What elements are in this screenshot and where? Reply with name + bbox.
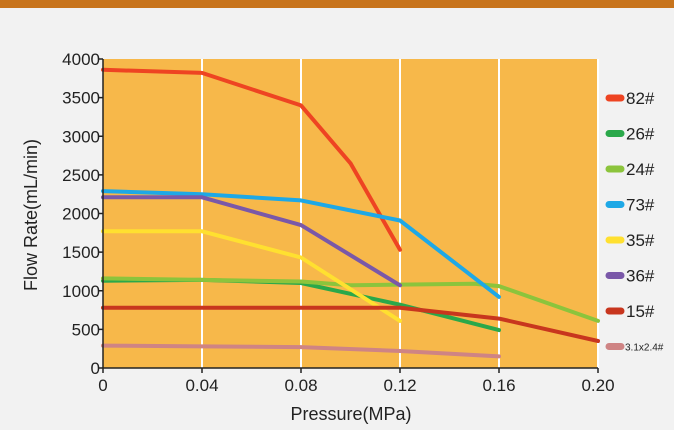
x-tick-label: 0.04 xyxy=(185,376,218,395)
legend-label: 15# xyxy=(626,302,655,321)
x-tick-label: 0.08 xyxy=(284,376,317,395)
y-tick-label: 500 xyxy=(72,320,100,339)
top-bar xyxy=(0,0,674,8)
y-tick-label: 1500 xyxy=(62,243,100,262)
x-axis-ticks: 0 0.04 0.08 0.12 0.16 0.20 xyxy=(98,368,615,395)
grid-lines xyxy=(201,59,599,368)
series-line-73 xyxy=(101,189,501,299)
x-tick-label: 0.12 xyxy=(383,376,416,395)
legend-item: 35# xyxy=(605,231,655,250)
plot-area xyxy=(103,59,598,368)
y-axis-title: Flow Rate(mL/min) xyxy=(21,139,41,291)
legend-item: 15# xyxy=(605,302,655,321)
x-axis-title: Pressure(MPa) xyxy=(290,404,411,424)
y-tick-label: 1000 xyxy=(62,282,100,301)
y-axis-ticks: 0 500 1000 1500 2000 2500 3000 3500 4000 xyxy=(62,50,103,378)
legend-item: 3.1x2.4# xyxy=(605,343,664,354)
series-line-15 xyxy=(101,305,600,343)
series-line-35 xyxy=(101,229,402,323)
legend: 82# 26# 24# 73# 35# 36# 15# 3.1x2.4# xyxy=(605,89,664,354)
series-line-82 xyxy=(101,67,402,252)
legend-label: 24# xyxy=(626,160,655,179)
legend-label: 82# xyxy=(626,89,655,108)
y-tick-label: 3000 xyxy=(62,127,100,146)
series-layer xyxy=(101,67,600,359)
y-tick-label: 4000 xyxy=(62,50,100,69)
x-tick-label: 0 xyxy=(98,376,107,395)
x-tick-label: 0.16 xyxy=(482,376,515,395)
legend-label: 26# xyxy=(626,125,655,144)
legend-item: 36# xyxy=(605,267,655,286)
legend-item: 73# xyxy=(605,196,655,215)
legend-label: 3.1x2.4# xyxy=(625,343,664,354)
legend-label: 35# xyxy=(626,231,655,250)
legend-item: 24# xyxy=(605,160,655,179)
series-line-36 xyxy=(101,195,402,288)
legend-item: 26# xyxy=(605,125,655,144)
x-tick-label: 0.20 xyxy=(581,376,614,395)
legend-label: 36# xyxy=(626,267,655,286)
y-tick-label: 2000 xyxy=(62,205,100,224)
y-tick-label: 2500 xyxy=(62,166,100,185)
y-tick-label: 3500 xyxy=(62,89,100,108)
legend-item: 82# xyxy=(605,89,655,108)
series-line-3-1x2-4 xyxy=(101,343,501,359)
y-tick-label: 0 xyxy=(91,359,100,378)
legend-label: 73# xyxy=(626,196,655,215)
series-line-24 xyxy=(101,276,600,323)
